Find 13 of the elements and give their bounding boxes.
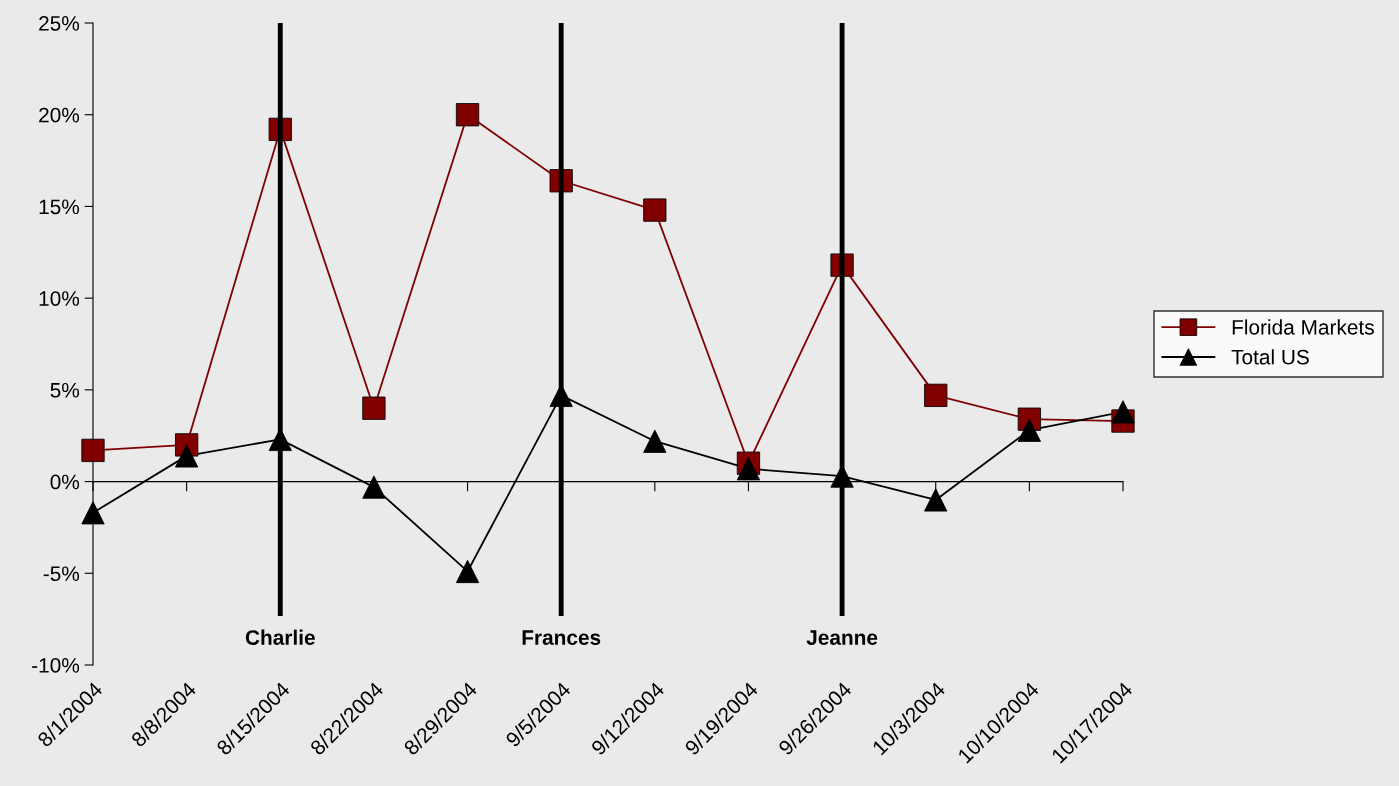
legend-label: Total US [1231, 349, 1309, 365]
y-tick-label: -5% [43, 566, 80, 582]
y-tick-label: -10% [32, 658, 80, 673]
legend-label: Florida Markets [1232, 319, 1374, 335]
y-tick-label: 25% [39, 16, 80, 31]
y-tick-label: 0% [50, 474, 80, 490]
y-tick-label: 5% [50, 382, 80, 398]
y-tick-label: 10% [39, 291, 80, 306]
y-tick-label: 15% [39, 199, 80, 215]
ref-line-label: Frances [522, 630, 601, 645]
ref-line-label: Jeanne [806, 630, 878, 645]
y-tick-label: 20% [39, 107, 80, 123]
ref-line-label: Charlie [245, 629, 315, 645]
